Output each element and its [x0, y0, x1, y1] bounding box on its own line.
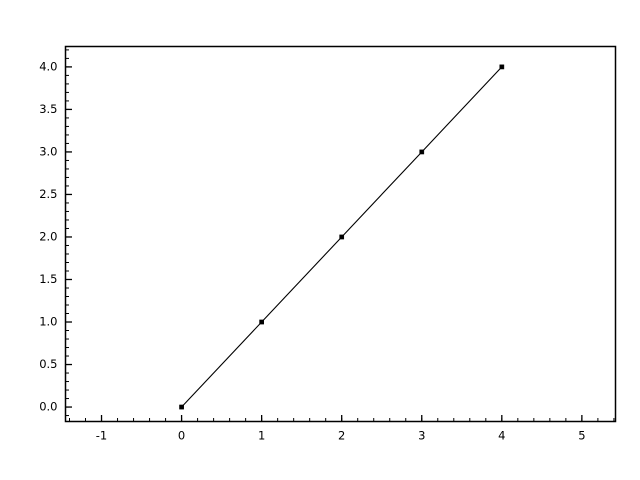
data-point-marker: [339, 234, 345, 240]
y-tick-label: 1.5: [39, 272, 57, 286]
y-tick-label: 2.5: [39, 187, 57, 201]
y-axis-tick-labels: 0.0 0.5 1.0 1.5 2.0 2.5 3.0 3.5 4.0: [39, 59, 57, 413]
x-tick-label: 3: [418, 428, 425, 442]
major-tick-marks: [65, 66, 583, 422]
axes-spines: [64, 45, 617, 423]
data-point-marker: [499, 64, 505, 70]
x-tick-label: -1: [96, 428, 107, 442]
data-point-markers: [179, 64, 505, 410]
data-point-marker: [419, 149, 425, 155]
y-tick-label: 3.0: [39, 144, 57, 158]
data-point-marker: [259, 319, 264, 325]
x-tick-label: 5: [578, 428, 585, 442]
y-tick-label: 4.0: [39, 59, 57, 73]
x-tick-label: 0: [178, 428, 185, 442]
data-point-marker: [179, 404, 184, 410]
x-tick-label: 1: [258, 428, 265, 442]
x-tick-label: 4: [498, 428, 505, 442]
x-axis-tick-labels: -1 0 1 2 3 4 5: [96, 428, 586, 442]
y-tick-label: 0.0: [39, 400, 57, 414]
axes-frame: [64, 45, 617, 423]
y-tick-label: 1.0: [39, 315, 57, 329]
y-tick-label: 0.5: [39, 357, 57, 371]
x-tick-label: 2: [338, 428, 345, 442]
y-tick-label: 3.5: [39, 102, 57, 116]
y-tick-label: 2.0: [39, 229, 57, 243]
